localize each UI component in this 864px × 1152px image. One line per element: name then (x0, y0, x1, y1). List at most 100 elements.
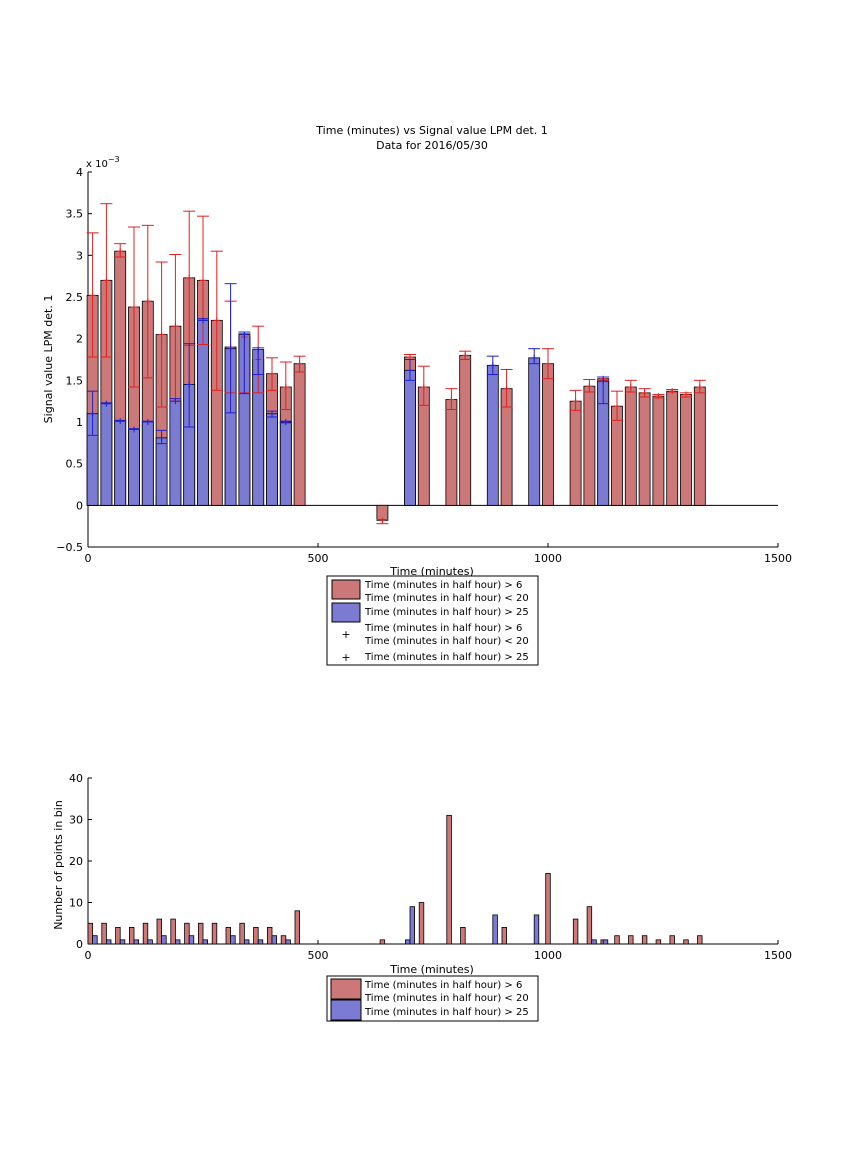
blue-bar (197, 319, 209, 506)
blue-bar (92, 935, 98, 945)
signal-chart: Time (minutes) vs Signal value LPM det. … (42, 124, 792, 666)
blue-bar (100, 403, 113, 506)
x-axis-label: Time (minutes) (389, 963, 474, 976)
red-bar (280, 935, 287, 945)
red-bar (87, 922, 93, 945)
legend: Time (minutes in half hour) > 6 Time (mi… (326, 575, 539, 666)
red-bar (572, 918, 579, 945)
y-exponent-label: x 10−3 (86, 155, 120, 170)
red-bar (293, 363, 306, 506)
blue-bar (266, 413, 278, 506)
y-axis-label: Number of points in bin (52, 800, 65, 930)
blue-bar (591, 939, 597, 945)
y-tick-label: 2.5 (66, 291, 84, 304)
blue-bar (602, 939, 609, 945)
blue-bar (133, 939, 139, 945)
red-bar (669, 935, 675, 945)
legend-swatch-red-bar (330, 978, 362, 1000)
blue-bar (155, 437, 168, 506)
red-bar (101, 922, 107, 945)
blue-bar (119, 939, 126, 945)
legend-label: Time (minutes in half hour) > 6 (364, 580, 522, 591)
y-tick-label: 2 (76, 333, 83, 346)
legend-swatch-blue-bar (331, 602, 361, 623)
red-bar (294, 910, 300, 945)
legend-label: Time (minutes in half hour) > 25 (364, 652, 529, 663)
blue-bar (243, 939, 250, 945)
red-bar (641, 935, 648, 945)
blue-bar (188, 935, 195, 945)
x-tick-label: 1000 (534, 949, 562, 962)
y-tick-label: 10 (69, 897, 83, 910)
red-bar (253, 927, 259, 945)
blue-bar (161, 935, 167, 945)
blue-bar (404, 369, 416, 506)
chart-subtitle: Data for 2016/05/30 (376, 139, 488, 152)
blue-bar (279, 421, 292, 506)
legend-label: Time (minutes in half hour) > 25 (364, 1007, 529, 1018)
legend-swatch-red-bar (331, 579, 361, 600)
exponent-base: x 10 (86, 159, 108, 170)
x-tick-label: 500 (308, 949, 329, 962)
legend-marker-red-plus: + (341, 628, 350, 641)
x-tick-label: 1500 (764, 949, 792, 962)
red-bar (128, 927, 135, 945)
red-bar (628, 935, 634, 945)
legend-swatch-blue-bar (330, 999, 362, 1021)
red-bar (184, 922, 190, 945)
y-tick-label: 0 (76, 938, 83, 951)
chart-title: Time (minutes) vs Signal value LPM det. … (315, 124, 547, 137)
exponent-power: −3 (108, 155, 120, 164)
blue-bar (404, 939, 411, 945)
red-bar (586, 906, 593, 945)
blue-bar (492, 914, 498, 945)
plot-area: −0.500.511.522.533.540 500 1000 1500 (56, 166, 792, 565)
blue-bar (202, 939, 208, 945)
red-bar (446, 814, 452, 945)
red-bar (460, 927, 466, 945)
red-bar (569, 400, 582, 506)
x-tick-label: 500 (308, 552, 329, 565)
red-bar (266, 927, 273, 945)
red-bar (583, 385, 596, 506)
y-axis-label: Signal value LPM det. 1 (42, 295, 55, 424)
blue-bar (141, 421, 154, 506)
red-bar (683, 939, 689, 945)
blue-bar (174, 939, 181, 945)
legend-label: Time (minutes in half hour) < 20 (364, 993, 529, 1004)
y-tick-label: −0.5 (56, 541, 83, 554)
legend-label: Time (minutes in half hour) > 25 (364, 607, 529, 618)
red-bar (693, 386, 706, 506)
blue-bar (271, 935, 277, 945)
x-tick-label: 1000 (534, 552, 562, 565)
x-axis-label: Time (minutes) (389, 565, 474, 578)
blue-bar (528, 357, 541, 506)
y-tick-label: 1.5 (66, 374, 84, 387)
x-tick-label: 0 (85, 552, 92, 565)
count-chart: 0 10 20 30 40 0 500 1000 1500 Time (minutes) Num… (52, 772, 792, 1022)
y-tick-label: 20 (69, 855, 83, 868)
red-bar (142, 922, 149, 945)
red-bar (655, 939, 662, 945)
red-bar (611, 405, 623, 506)
legend-marker-blue-plus: + (341, 651, 350, 664)
y-tick-label: 30 (69, 814, 83, 827)
blue-bar (147, 939, 153, 945)
red-bar (624, 386, 637, 506)
blue-bar (409, 906, 415, 945)
blue-bar (114, 420, 127, 506)
red-bar (459, 354, 472, 506)
red-bar (545, 873, 551, 945)
plot-area: 0 10 20 30 40 0 500 1000 1500 (69, 772, 792, 962)
legend-label: Time (minutes in half hour) < 20 (364, 636, 529, 647)
x-tick-label: 0 (85, 949, 92, 962)
blue-bar (486, 364, 499, 506)
legend-label: Time (minutes in half hour) > 6 (364, 623, 522, 634)
red-bar (239, 922, 245, 945)
blue-bar (106, 939, 112, 945)
legend-label: Time (minutes in half hour) > 6 (364, 980, 522, 991)
y-tick-label: 1 (76, 416, 83, 429)
red-bar (225, 927, 231, 945)
y-tick-label: 0 (76, 499, 83, 512)
blue-bar (257, 939, 264, 945)
